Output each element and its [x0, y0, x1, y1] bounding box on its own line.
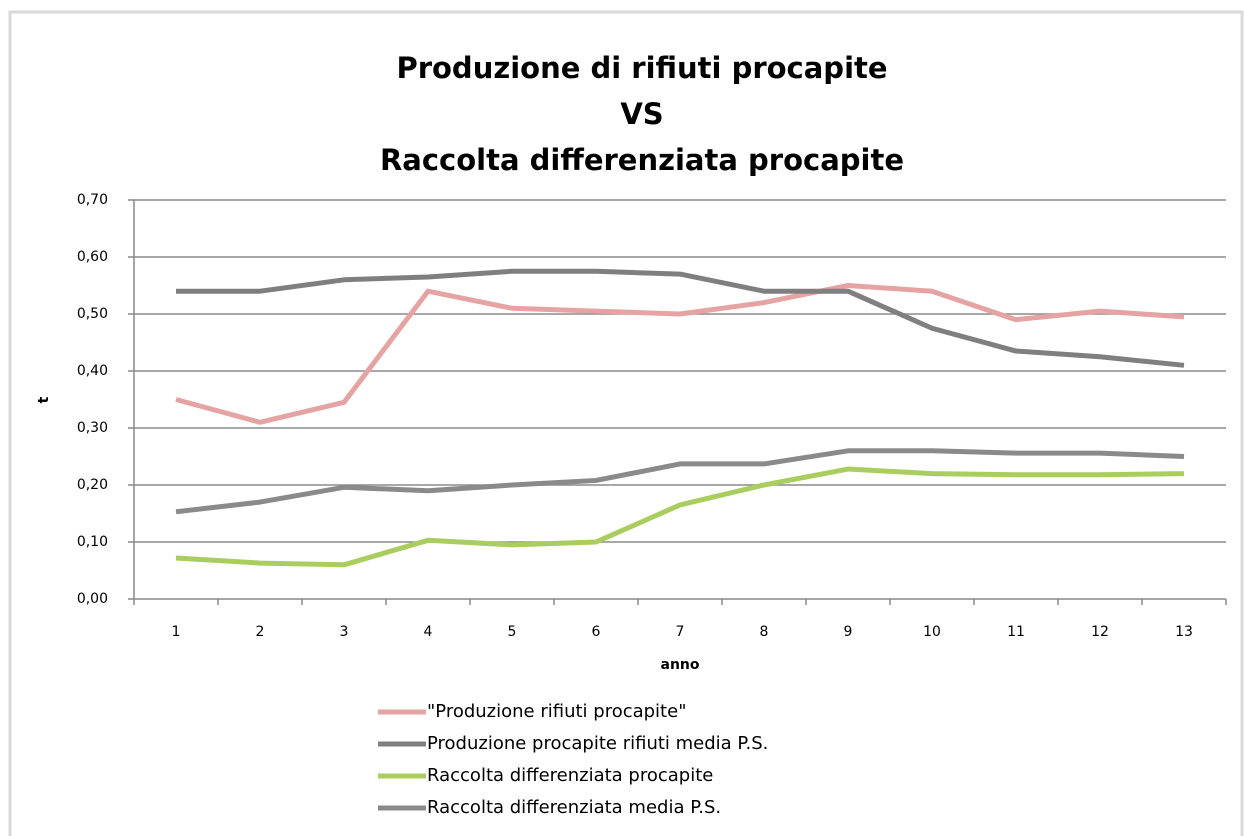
y-tick-label: 0,70	[77, 192, 108, 208]
series-line	[175, 448, 1185, 515]
y-tick-label: 0,40	[77, 363, 108, 379]
chart-frame	[8, 10, 1244, 836]
series-line	[176, 268, 1185, 368]
x-tick-label: 4	[424, 624, 433, 640]
x-tick-label: 5	[508, 624, 517, 640]
chart-title: VS	[620, 97, 663, 131]
y-tick-label: 0,10	[77, 534, 108, 550]
y-tick-label: 0,20	[77, 477, 108, 493]
x-tick-label: 9	[844, 624, 853, 640]
x-tick-label: 1	[172, 624, 181, 640]
chart-title: Raccolta differenziata procapite	[380, 143, 904, 177]
legend-label: Produzione procapite rifiuti media P.S.	[427, 733, 768, 754]
legend-label: Raccolta differenziata media P.S.	[427, 797, 721, 818]
x-tick-label: 3	[340, 624, 349, 640]
x-tick-label: 11	[1007, 624, 1025, 640]
y-tick-label: 0,50	[77, 306, 108, 322]
series-line	[175, 283, 1185, 425]
x-tick-label: 2	[256, 624, 265, 640]
x-tick-label: 7	[676, 624, 685, 640]
x-tick-label: 13	[1175, 624, 1193, 640]
y-tick-label: 0,00	[77, 591, 108, 607]
series-line	[175, 466, 1185, 568]
x-tick-label: 12	[1091, 624, 1109, 640]
x-tick-label: 8	[760, 624, 769, 640]
legend-label: "Produzione rifiuti procapite"	[427, 701, 686, 722]
x-tick-label: 6	[592, 624, 601, 640]
y-tick-label: 0,30	[77, 420, 108, 436]
y-tick-label: 0,60	[77, 249, 108, 265]
x-axis-label: anno	[661, 657, 700, 673]
x-tick-label: 10	[923, 624, 941, 640]
chart-title: Produzione di rifiuti procapite	[396, 51, 887, 85]
legend-label: Raccolta differenziata procapite	[427, 765, 713, 786]
y-axis-label: t	[36, 396, 52, 403]
